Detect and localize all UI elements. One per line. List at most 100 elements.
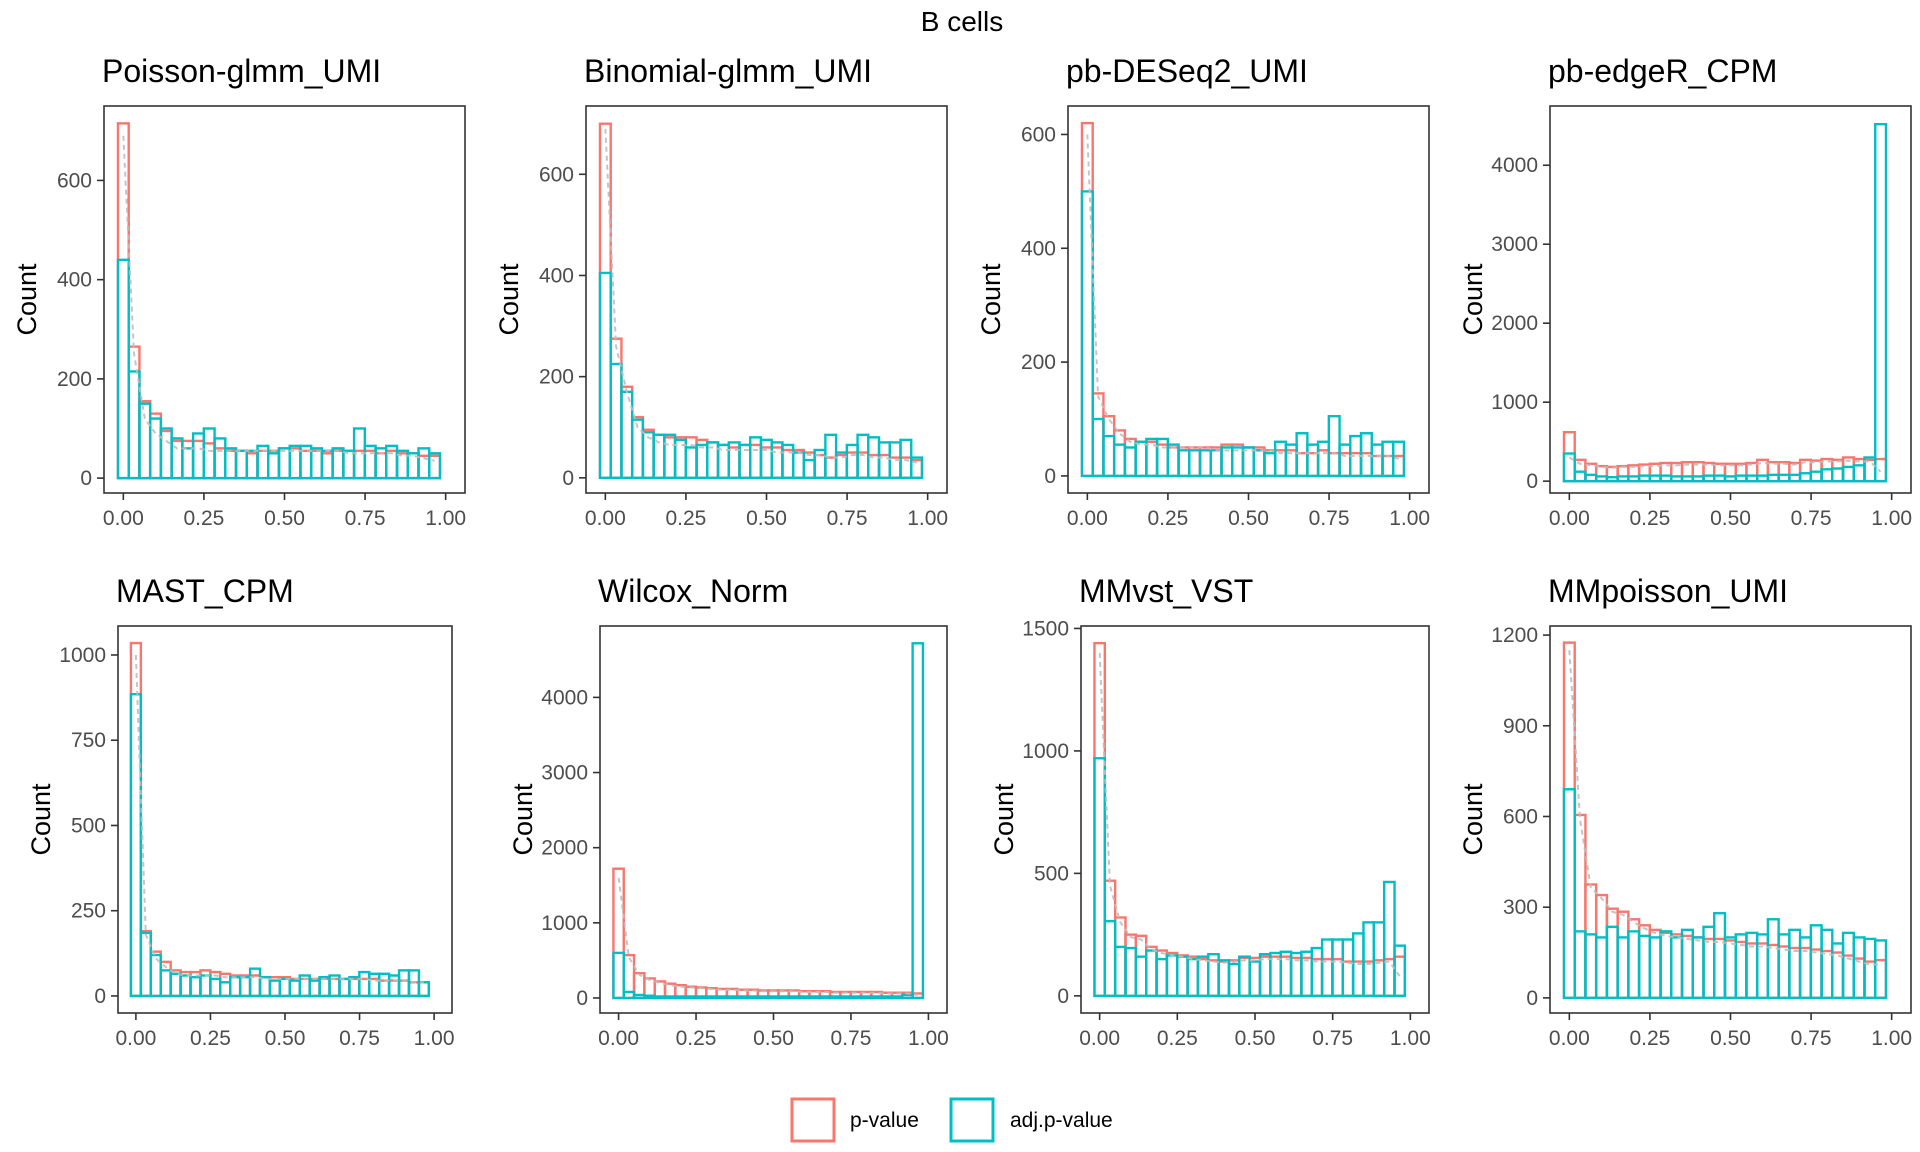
- bar-adj-p-value: [248, 967, 262, 998]
- bar-adj-p-value: [358, 970, 371, 998]
- panel-border: [1549, 105, 1912, 494]
- bar-adj-p-value: [1306, 443, 1320, 478]
- bar-p-value: [598, 122, 612, 480]
- bar-adj-p-value: [1165, 954, 1179, 998]
- bar-adj-p-value: [802, 458, 816, 480]
- bar-adj-p-value: [1788, 473, 1802, 483]
- bar-p-value: [1680, 934, 1694, 1000]
- bar-adj-p-value: [653, 995, 667, 1000]
- bar-p-value: [1080, 121, 1094, 478]
- bar-p-value: [1134, 934, 1148, 998]
- bar-adj-p-value: [116, 258, 130, 480]
- bar-p-value: [1351, 960, 1365, 998]
- panel-title: Binomial-glmm_UMI: [584, 53, 872, 89]
- panel-border: [117, 625, 453, 1014]
- legend-label-p-value: p-value: [850, 1109, 919, 1132]
- bar-adj-p-value: [234, 449, 248, 480]
- y-tick-label: 2000: [1491, 312, 1538, 335]
- bar-p-value: [234, 449, 248, 480]
- bar-p-value: [1341, 960, 1355, 998]
- bar-adj-p-value: [1798, 472, 1813, 483]
- bar-p-value: [1863, 960, 1877, 1000]
- bar-p-value: [374, 452, 388, 480]
- bar-adj-p-value: [1841, 931, 1855, 1000]
- bar-adj-p-value: [1788, 928, 1802, 1000]
- bar-p-value: [1788, 946, 1802, 1000]
- bar-p-value: [1755, 942, 1770, 1000]
- bar-p-value: [727, 446, 741, 480]
- legend-swatch-adj-p-value: [949, 1097, 995, 1143]
- bar-p-value: [1177, 446, 1191, 478]
- panel-title: Wilcox_Norm: [598, 573, 788, 609]
- bar-p-value: [1788, 461, 1802, 483]
- bar-adj-p-value: [1220, 446, 1234, 478]
- panel-title: pb-edgeR_CPM: [1548, 53, 1777, 89]
- y-tick-label: 0: [1057, 985, 1069, 1008]
- bar-p-value: [609, 337, 623, 480]
- y-tick-label: 3000: [541, 762, 588, 785]
- panel-title: Poisson-glmm_UMI: [102, 53, 381, 89]
- bar-p-value: [1258, 955, 1272, 998]
- bar-adj-p-value: [1123, 446, 1137, 478]
- panel-border: [103, 105, 466, 494]
- bar-p-value: [620, 385, 634, 480]
- bar-p-value: [342, 449, 356, 480]
- bar-adj-p-value: [1155, 957, 1169, 998]
- x-tick-label: 0.50: [753, 1027, 794, 1050]
- bar-p-value: [1227, 959, 1241, 998]
- null-reference-line: [134, 654, 424, 984]
- bar-adj-p-value: [1362, 921, 1376, 998]
- bar-p-value: [1766, 460, 1780, 483]
- bar-adj-p-value: [170, 437, 184, 480]
- bar-adj-p-value: [189, 975, 202, 998]
- bar-p-value: [116, 122, 130, 480]
- y-tick-label: 250: [71, 900, 106, 923]
- bar-adj-p-value: [1341, 938, 1355, 998]
- bar-adj-p-value: [1648, 936, 1662, 1000]
- bar-p-value: [1248, 956, 1262, 998]
- y-tick-label: 600: [57, 169, 92, 192]
- y-axis-label: Count: [1458, 783, 1488, 856]
- bar-adj-p-value: [1820, 928, 1834, 1000]
- bar-adj-p-value: [159, 427, 173, 480]
- panel-mmpoisson-umi: MMpoisson_UMI Count 0 300 600 900 1200 0.00 0.25…: [1458, 573, 1912, 1050]
- x-tick-label: 0.75: [831, 1027, 872, 1050]
- series-adj-p-value: [1562, 788, 1888, 1000]
- bar-p-value: [1605, 907, 1619, 1000]
- bar-adj-p-value: [849, 995, 863, 1000]
- bar-p-value: [1269, 955, 1282, 998]
- bar-adj-p-value: [258, 975, 272, 998]
- y-tick-label: 3000: [1491, 233, 1538, 256]
- bar-p-value: [127, 345, 141, 480]
- bar-adj-p-value: [1809, 470, 1823, 483]
- y-tick-label: 1000: [1022, 740, 1069, 763]
- bar-p-value: [148, 412, 163, 480]
- bar-p-value: [1392, 454, 1406, 478]
- bar-p-value: [781, 448, 795, 480]
- bar-p-value: [1562, 430, 1576, 483]
- x-tick-label: 0.25: [1629, 507, 1670, 530]
- bar-p-value: [309, 449, 324, 480]
- bar-adj-p-value: [1713, 474, 1727, 483]
- bar-adj-p-value: [342, 449, 356, 480]
- bar-p-value: [1863, 458, 1877, 483]
- x-tick-label: 1.00: [1871, 507, 1912, 530]
- series-p-value: [612, 867, 925, 1000]
- bar-adj-p-value: [1637, 474, 1652, 483]
- bar-p-value: [856, 451, 870, 480]
- bar-adj-p-value: [1734, 474, 1748, 483]
- bar-adj-p-value: [277, 447, 291, 480]
- y-tick-label: 0: [1044, 465, 1056, 488]
- bar-adj-p-value: [1594, 475, 1609, 483]
- bar-p-value: [1777, 945, 1791, 1000]
- x-tick-label: 0.25: [190, 1027, 231, 1050]
- bar-p-value: [181, 439, 195, 480]
- bar-p-value: [1331, 957, 1344, 998]
- bar-adj-p-value: [1874, 122, 1888, 483]
- bar-p-value: [1713, 462, 1727, 483]
- null-reference-line: [1568, 650, 1881, 966]
- bar-p-value: [1594, 464, 1609, 483]
- bar-p-value: [1176, 954, 1189, 998]
- bar-p-value: [191, 439, 206, 480]
- bar-adj-p-value: [159, 969, 172, 998]
